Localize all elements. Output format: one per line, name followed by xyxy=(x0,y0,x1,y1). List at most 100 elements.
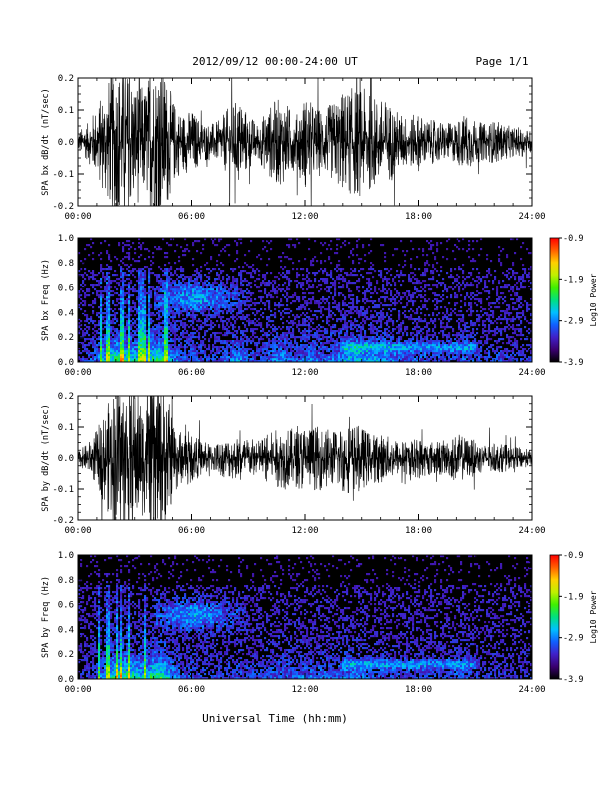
spectrogram-cell xyxy=(308,316,311,319)
spectrogram-cell xyxy=(204,344,207,347)
spectrogram-cell xyxy=(152,252,155,255)
spectrogram-cell xyxy=(302,346,305,349)
spectrogram-cell xyxy=(290,296,293,299)
spectrogram-cell xyxy=(116,340,119,343)
spectrogram-cell xyxy=(148,340,151,343)
spectrogram-cell xyxy=(278,350,281,353)
spectrogram-cell xyxy=(216,264,219,267)
spectrogram-cell xyxy=(202,360,205,363)
spectrogram-cell xyxy=(174,316,177,319)
spectrogram-cell xyxy=(330,328,333,331)
spectrogram-cell xyxy=(158,296,161,299)
spectrogram-cell xyxy=(178,290,181,293)
spectrogram-cell xyxy=(196,342,199,345)
spectrogram-cell xyxy=(92,272,95,275)
spectrogram-cell xyxy=(100,356,103,359)
spectrogram-cell xyxy=(322,338,325,341)
spectrogram-cell xyxy=(236,288,239,291)
spectrogram-cell xyxy=(300,304,303,307)
spectrogram-cell xyxy=(306,276,309,279)
spectrogram-cell xyxy=(356,334,359,337)
spectrogram-cell xyxy=(150,352,153,355)
spectrogram-cell xyxy=(220,250,223,253)
spectrogram-cell xyxy=(172,312,175,315)
spectrogram-cell xyxy=(200,270,203,273)
spectrogram-cell xyxy=(166,278,169,281)
spectrogram-cell xyxy=(110,290,113,293)
spectrogram-cell xyxy=(160,342,163,345)
spectrogram-cell xyxy=(184,344,187,347)
spectrogram-cell xyxy=(290,302,293,305)
spectrogram-cell xyxy=(256,320,259,323)
spectrogram-cell xyxy=(214,278,217,281)
spectrogram-cell xyxy=(176,328,179,331)
spectrogram-cell xyxy=(82,360,85,363)
spectrogram-cell xyxy=(376,292,379,295)
spectrogram-cell xyxy=(134,306,137,309)
spectrogram-cell xyxy=(396,346,399,349)
spectrogram-cell xyxy=(126,346,129,349)
spectrogram-cell xyxy=(388,298,391,301)
spectrogram-cell xyxy=(118,282,121,285)
spectrogram-cell xyxy=(156,360,159,363)
spectrogram-cell xyxy=(166,334,169,337)
spectrogram-cell xyxy=(266,250,269,253)
spectrogram-cell xyxy=(150,322,153,325)
spectrogram-cell xyxy=(172,290,175,293)
spectrogram-cell xyxy=(136,280,139,283)
spectrogram-cell xyxy=(374,286,377,289)
spectrogram-cell xyxy=(348,340,351,343)
spectrogram-cell xyxy=(192,308,195,311)
spectrogram-cell xyxy=(366,342,369,345)
spectrogram-cell xyxy=(186,338,189,341)
spectrogram-cell xyxy=(162,288,165,291)
spectrogram-cell xyxy=(256,256,259,259)
spectrogram-cell xyxy=(362,340,365,343)
x-tick-label: 06:00 xyxy=(178,212,205,222)
spectrogram-cell xyxy=(262,274,265,277)
spectrogram-cell xyxy=(208,268,211,271)
spectrogram-cell xyxy=(178,300,181,303)
spectrogram-cell xyxy=(332,318,335,321)
spectrogram-cell xyxy=(258,318,261,321)
spectrogram-cell xyxy=(292,322,295,325)
spectrogram-cell xyxy=(208,290,211,293)
spectrogram-cell xyxy=(292,330,295,333)
spectrogram-cell xyxy=(364,336,367,339)
spectrogram-cell xyxy=(204,264,207,267)
spectrogram-cell xyxy=(254,344,257,347)
spectrogram-cell xyxy=(188,306,191,309)
spectrogram-cell xyxy=(112,352,115,355)
spectrogram-cell xyxy=(226,342,229,345)
spectrogram-cell xyxy=(256,344,259,347)
spectrogram-cell xyxy=(200,358,203,361)
spectrogram-cell xyxy=(268,324,271,327)
spectrogram-cell xyxy=(350,358,353,361)
spectrogram-cell xyxy=(352,346,355,349)
spectrogram-cell xyxy=(140,340,143,343)
spectrogram-cell xyxy=(308,332,311,335)
spectrogram-cell xyxy=(234,260,237,263)
spectrogram-cell xyxy=(376,320,379,323)
spectrogram-cell xyxy=(168,290,171,293)
spectrogram-cell xyxy=(78,290,81,293)
spectrogram-cell xyxy=(172,298,175,301)
spectrogram-cell xyxy=(186,306,189,309)
spectrogram-cell xyxy=(278,310,281,313)
spectrogram-cell xyxy=(90,238,93,241)
spectrogram-cell xyxy=(216,346,219,349)
spectrogram-cell xyxy=(96,344,99,347)
spectrogram-cell xyxy=(266,342,269,345)
spectrogram-cell xyxy=(170,356,173,359)
spectrogram-cell xyxy=(106,348,109,351)
spectrogram-cell xyxy=(316,336,319,339)
spectrogram-cell xyxy=(384,316,387,319)
spectrogram-cell xyxy=(334,360,337,363)
spectrogram-cell xyxy=(318,330,321,333)
spectrogram-cell xyxy=(172,280,175,283)
spectrogram-cell xyxy=(224,298,227,301)
spectrogram-cell xyxy=(116,348,119,351)
spectrogram-cell xyxy=(226,302,229,305)
spectrogram-cell xyxy=(248,250,251,253)
spectrogram-cell xyxy=(352,294,355,297)
